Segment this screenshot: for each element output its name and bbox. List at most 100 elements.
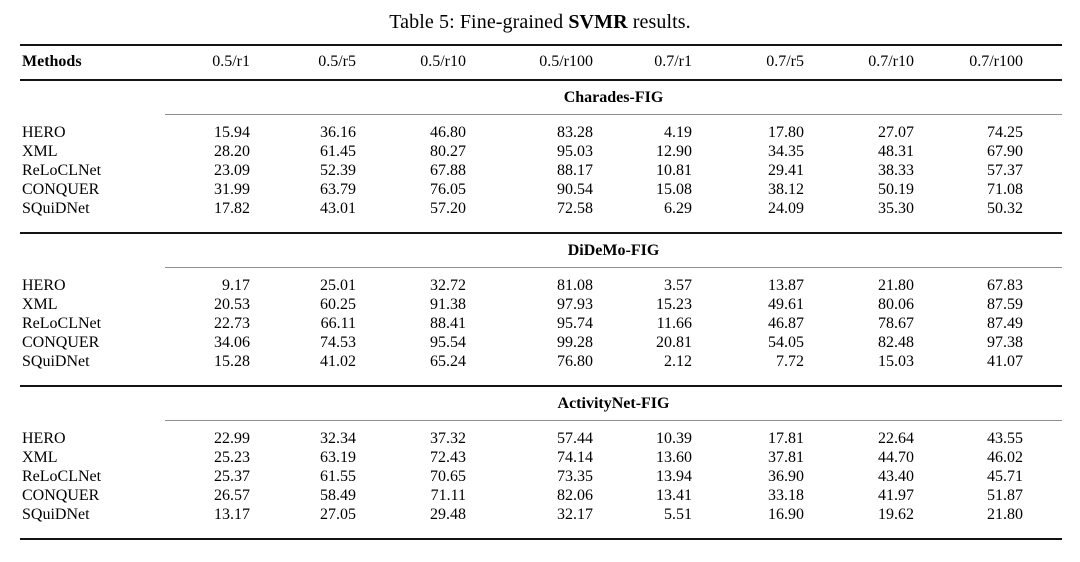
caption-prefix: Table 5: Fine-grained <box>389 11 569 33</box>
row-spacer <box>1023 314 1062 333</box>
metric-value: 67.90 <box>987 143 1023 160</box>
metric-value: 74.14 <box>557 449 593 466</box>
metric-value: 22.64 <box>878 430 914 447</box>
section-header-row: ActivityNet-FIG <box>20 385 1062 421</box>
method-name: SQuiDNet <box>22 506 90 523</box>
column-header-row: Methods 0.5/r1 0.5/r5 0.5/r10 0.5/r100 0… <box>20 45 1062 81</box>
table-row-xml: XML 28.20 61.45 80.27 95.03 12.90 34.35 48.31 67… <box>20 142 1062 161</box>
metric-value: 78.67 <box>878 315 914 332</box>
section-charades-fig: Charades-FIG HERO 15.94 36.16 46.80 83.28 4.1… <box>20 80 1062 233</box>
metric-value: 97.93 <box>557 296 593 313</box>
metric-value: 32.34 <box>320 430 356 447</box>
method-name: HERO <box>22 276 66 294</box>
row-spacer <box>1023 505 1062 539</box>
method-name: CONQUER <box>22 181 100 198</box>
metric-value: 58.49 <box>320 487 356 504</box>
metric-value: 50.19 <box>878 181 914 198</box>
table-row-squidnet: SQuiDNet 13.17 27.05 29.48 32.17 5.51 16.90 19.… <box>20 505 1062 539</box>
metric-value: 61.55 <box>320 468 356 485</box>
metric-value: 17.80 <box>768 124 804 141</box>
metric-value: 57.20 <box>430 200 466 217</box>
table-row-conquer: CONQUER 26.57 58.49 71.11 82.06 13.41 33.18 41.… <box>20 486 1062 505</box>
metric-value: 65.24 <box>430 353 466 370</box>
metric-value: 13.41 <box>656 487 692 504</box>
metric-value: 25.01 <box>320 277 356 294</box>
caption-suffix: results. <box>627 11 691 33</box>
metric-value: 31.99 <box>214 181 250 198</box>
metric-value: 3.57 <box>664 277 692 294</box>
metric-value: 70.65 <box>430 468 466 485</box>
row-spacer <box>1023 448 1062 467</box>
table-row-squidnet: SQuiDNet 15.28 41.02 65.24 76.80 2.12 7.72 15.0… <box>20 352 1062 386</box>
table-row-hero: HERO 22.99 32.34 37.32 57.44 10.39 17.81 22.64 4… <box>20 421 1062 449</box>
metric-value: 20.81 <box>656 334 692 351</box>
table-row-reloclnet: ReLoCLNet 23.09 52.39 67.88 88.17 10.81 29.41 3… <box>20 161 1062 180</box>
metric-value: 38.12 <box>768 181 804 198</box>
metric-value: 37.81 <box>768 449 804 466</box>
method-name: ReLoCLNet <box>22 162 102 179</box>
metric-value: 21.80 <box>878 277 914 294</box>
metric-value: 34.35 <box>768 143 804 160</box>
row-spacer <box>1023 115 1062 143</box>
metric-value: 7.72 <box>776 353 804 370</box>
metric-value: 80.06 <box>878 296 914 313</box>
metric-value: 61.45 <box>320 143 356 160</box>
method-name: ReLoCLNet <box>22 468 102 485</box>
metric-value: 15.08 <box>656 181 692 198</box>
metric-value: 43.55 <box>987 430 1023 447</box>
metric-value: 13.60 <box>656 449 692 466</box>
svmr-results-table: Methods 0.5/r1 0.5/r5 0.5/r10 0.5/r100 0… <box>20 44 1062 540</box>
column-header-0p7-r10: 0.7/r10 <box>804 45 914 81</box>
metric-value: 54.05 <box>768 334 804 351</box>
metric-value: 15.28 <box>214 353 250 370</box>
method-name: SQuiDNet <box>22 200 90 217</box>
metric-value: 5.51 <box>664 506 692 523</box>
metric-value: 38.33 <box>878 162 914 179</box>
metric-value: 72.43 <box>430 449 466 466</box>
metric-value: 46.02 <box>987 449 1023 466</box>
metric-value: 97.38 <box>987 334 1023 351</box>
section-header-row: Charades-FIG <box>20 80 1062 115</box>
section-title-activitynet-fig: ActivityNet-FIG <box>165 385 1062 421</box>
metric-value: 52.39 <box>320 162 356 179</box>
metric-value: 81.08 <box>557 277 593 294</box>
metric-value: 20.53 <box>214 296 250 313</box>
metric-value: 13.87 <box>768 277 804 294</box>
table-row-conquer: CONQUER 34.06 74.53 95.54 99.28 20.81 54.05 82.… <box>20 333 1062 352</box>
section-didemo-fig: DiDeMo-FIG HERO 9.17 25.01 32.72 81.08 3.57 13… <box>20 232 1062 386</box>
metric-value: 80.27 <box>430 143 466 160</box>
metric-value: 13.94 <box>656 468 692 485</box>
metric-value: 90.54 <box>557 181 593 198</box>
metric-value: 74.25 <box>987 124 1023 141</box>
metric-value: 43.40 <box>878 468 914 485</box>
metric-value: 91.38 <box>430 296 466 313</box>
metric-value: 57.44 <box>557 430 593 447</box>
row-spacer <box>1023 333 1062 352</box>
method-name: XML <box>22 143 58 160</box>
metric-value: 10.81 <box>656 162 692 179</box>
metric-value: 48.31 <box>878 143 914 160</box>
metric-value: 16.90 <box>768 506 804 523</box>
metric-value: 72.58 <box>557 200 593 217</box>
metric-value: 50.32 <box>987 200 1023 217</box>
metric-value: 87.59 <box>987 296 1023 313</box>
table-row-squidnet: SQuiDNet 17.82 43.01 57.20 72.58 6.29 24.09 35.… <box>20 199 1062 233</box>
metric-value: 19.62 <box>878 506 914 523</box>
metric-value: 57.37 <box>987 162 1023 179</box>
metric-value: 15.94 <box>214 124 250 141</box>
method-name: ReLoCLNet <box>22 315 102 332</box>
table-row-hero: HERO 15.94 36.16 46.80 83.28 4.19 17.80 27.07 74… <box>20 115 1062 143</box>
metric-value: 44.70 <box>878 449 914 466</box>
metric-value: 67.88 <box>430 162 466 179</box>
metric-value: 83.28 <box>557 124 593 141</box>
metric-value: 37.32 <box>430 430 466 447</box>
metric-value: 41.97 <box>878 487 914 504</box>
row-spacer <box>1023 486 1062 505</box>
section-activitynet-fig: ActivityNet-FIG HERO 22.99 32.34 37.32 57.44… <box>20 385 1062 539</box>
metric-value: 25.23 <box>214 449 250 466</box>
section-title-charades-fig: Charades-FIG <box>165 80 1062 115</box>
column-header-0p7-r100: 0.7/r100 <box>914 45 1023 81</box>
metric-value: 29.41 <box>768 162 804 179</box>
method-name: HERO <box>22 123 66 141</box>
